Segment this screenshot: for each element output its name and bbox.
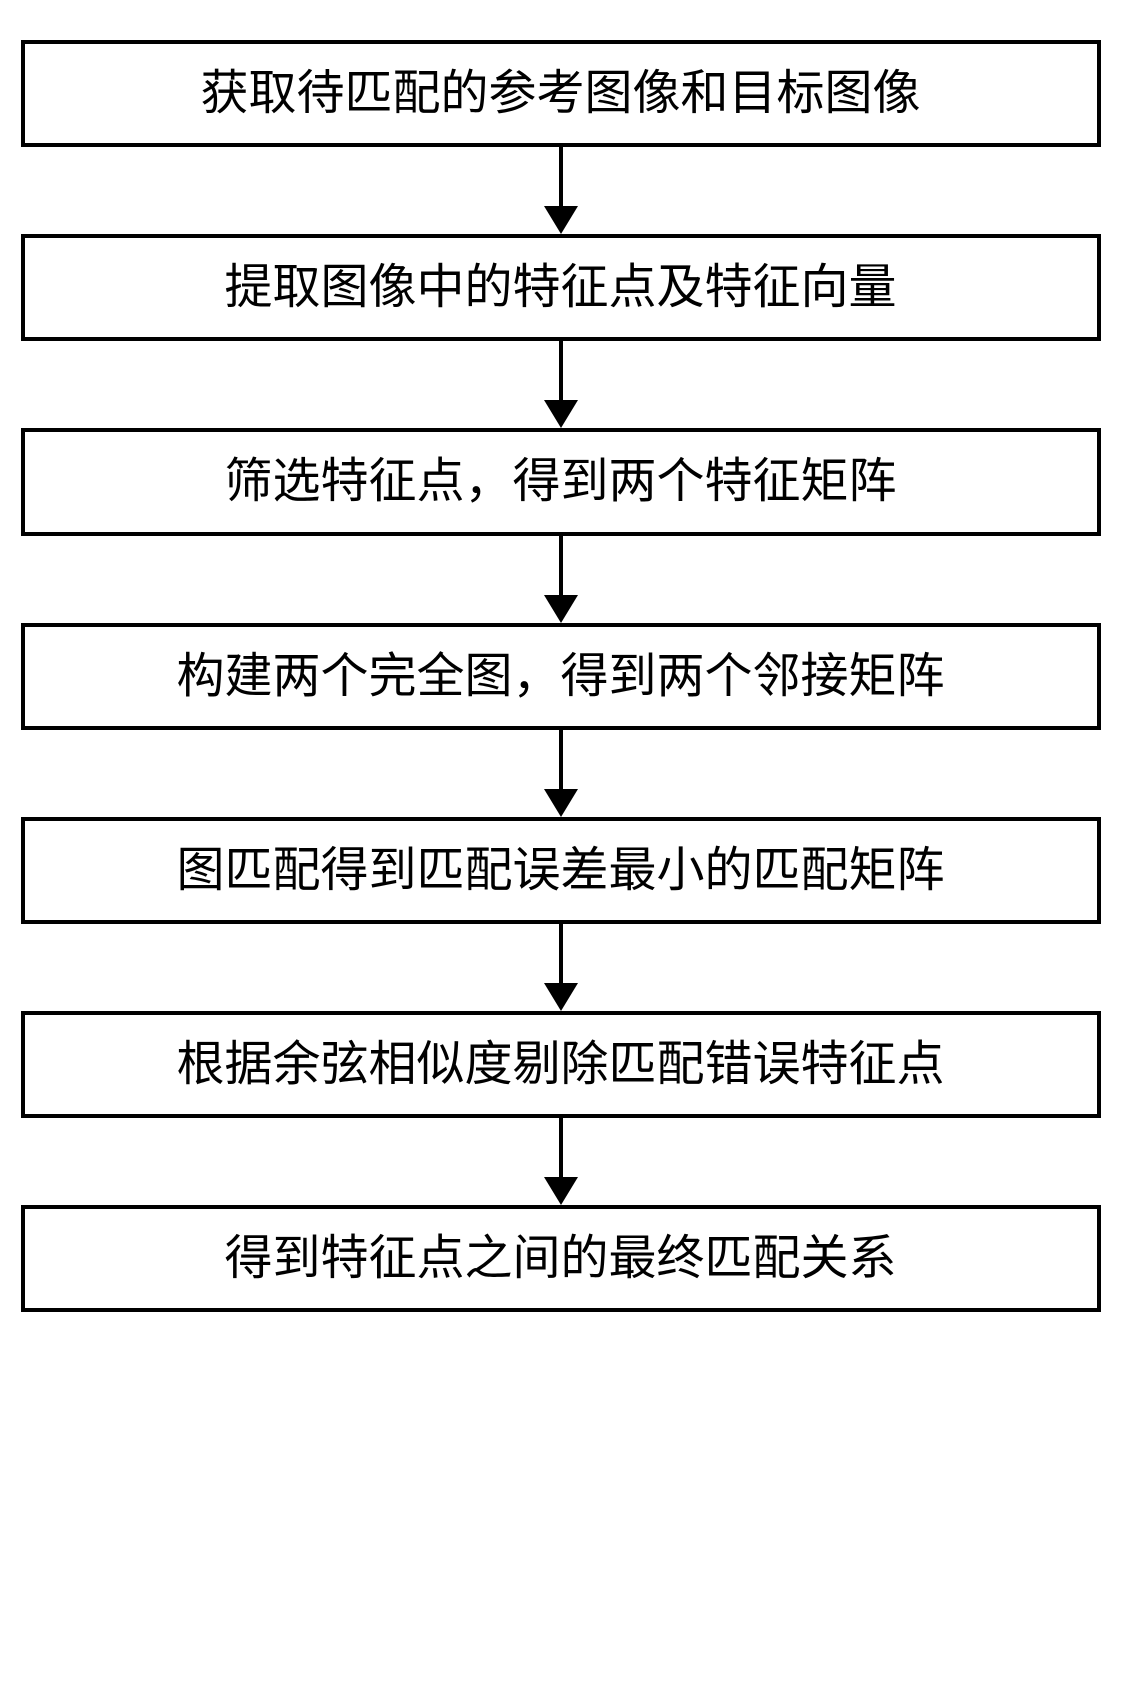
arrow-shaft — [559, 341, 563, 401]
node-label: 提取图像中的特征点及特征向量 — [224, 261, 896, 314]
node-label: 构建两个完全图，得到两个邻接矩阵 — [176, 650, 944, 703]
arrow-shaft — [559, 147, 563, 207]
arrow-shaft — [559, 730, 563, 790]
node-label: 获取待匹配的参考图像和目标图像 — [200, 67, 920, 120]
node-label: 根据余弦相似度剔除匹配错误特征点 — [176, 1038, 944, 1091]
flow-node-3: 筛选特征点，得到两个特征矩阵 — [21, 428, 1101, 535]
arrow-head-icon — [544, 400, 578, 428]
flow-node-6: 根据余弦相似度剔除匹配错误特征点 — [21, 1011, 1101, 1118]
arrow-head-icon — [544, 1177, 578, 1205]
node-label: 筛选特征点，得到两个特征矩阵 — [224, 455, 896, 508]
flow-arrow-3 — [544, 536, 578, 623]
flowchart-container: 获取待匹配的参考图像和目标图像 提取图像中的特征点及特征向量 筛选特征点，得到两… — [21, 40, 1101, 1312]
flow-node-5: 图匹配得到匹配误差最小的匹配矩阵 — [21, 817, 1101, 924]
flow-node-7: 得到特征点之间的最终匹配关系 — [21, 1205, 1101, 1312]
arrow-head-icon — [544, 983, 578, 1011]
flow-arrow-2 — [544, 341, 578, 428]
flow-arrow-6 — [544, 1118, 578, 1205]
flow-node-1: 获取待匹配的参考图像和目标图像 — [21, 40, 1101, 147]
flow-node-4: 构建两个完全图，得到两个邻接矩阵 — [21, 623, 1101, 730]
flow-node-2: 提取图像中的特征点及特征向量 — [21, 234, 1101, 341]
arrow-shaft — [559, 924, 563, 984]
node-label: 得到特征点之间的最终匹配关系 — [224, 1232, 896, 1285]
flow-arrow-1 — [544, 147, 578, 234]
node-label: 图匹配得到匹配误差最小的匹配矩阵 — [176, 844, 944, 897]
arrow-head-icon — [544, 206, 578, 234]
arrow-shaft — [559, 1118, 563, 1178]
flow-arrow-5 — [544, 924, 578, 1011]
arrow-shaft — [559, 536, 563, 596]
flow-arrow-4 — [544, 730, 578, 817]
arrow-head-icon — [544, 595, 578, 623]
arrow-head-icon — [544, 789, 578, 817]
